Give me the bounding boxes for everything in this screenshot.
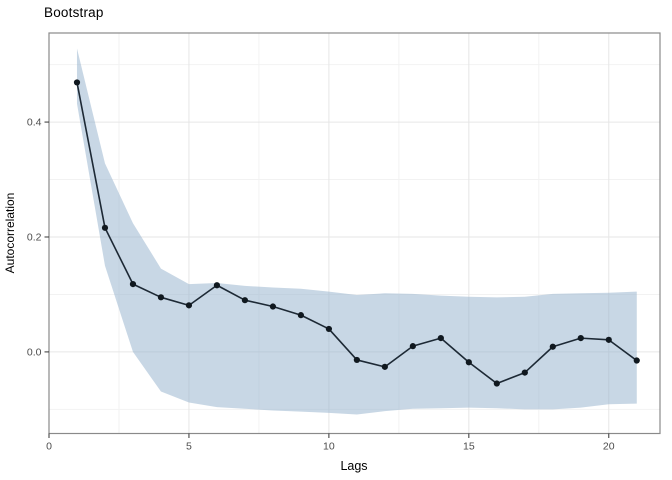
panel-border	[48, 32, 661, 435]
data-point	[185, 302, 193, 309]
x-tick-label: 15	[463, 441, 475, 453]
data-point	[465, 359, 472, 366]
data-point	[297, 312, 305, 319]
data-point	[213, 282, 221, 289]
data-point	[325, 325, 332, 333]
y-tick-label: 0.2	[27, 232, 42, 244]
y-tick-label: 0.0	[27, 347, 42, 359]
data-point	[493, 380, 500, 387]
data-point	[437, 335, 444, 342]
data-point	[633, 357, 640, 364]
data-point	[269, 303, 277, 310]
x-tick-label: 5	[186, 441, 192, 453]
data-point	[521, 369, 528, 376]
data-point	[73, 79, 81, 86]
data-point	[381, 363, 388, 370]
x-tick-label: 10	[323, 441, 335, 453]
data-point	[577, 335, 584, 342]
data-point	[129, 281, 137, 288]
x-tick-label: 0	[46, 441, 52, 453]
data-point	[241, 297, 249, 304]
y-tick-label: 0.4	[27, 117, 42, 129]
data-point	[353, 356, 360, 364]
data-point	[157, 294, 165, 301]
data-point	[101, 224, 109, 231]
confidence-ribbon	[76, 48, 637, 415]
x-tick-label: 20	[603, 441, 615, 453]
chart-title: Bootstrap	[44, 5, 104, 20]
x-axis-title: Lags	[340, 459, 368, 473]
data-point	[605, 336, 612, 343]
data-point	[549, 343, 556, 350]
data-point	[409, 343, 416, 350]
